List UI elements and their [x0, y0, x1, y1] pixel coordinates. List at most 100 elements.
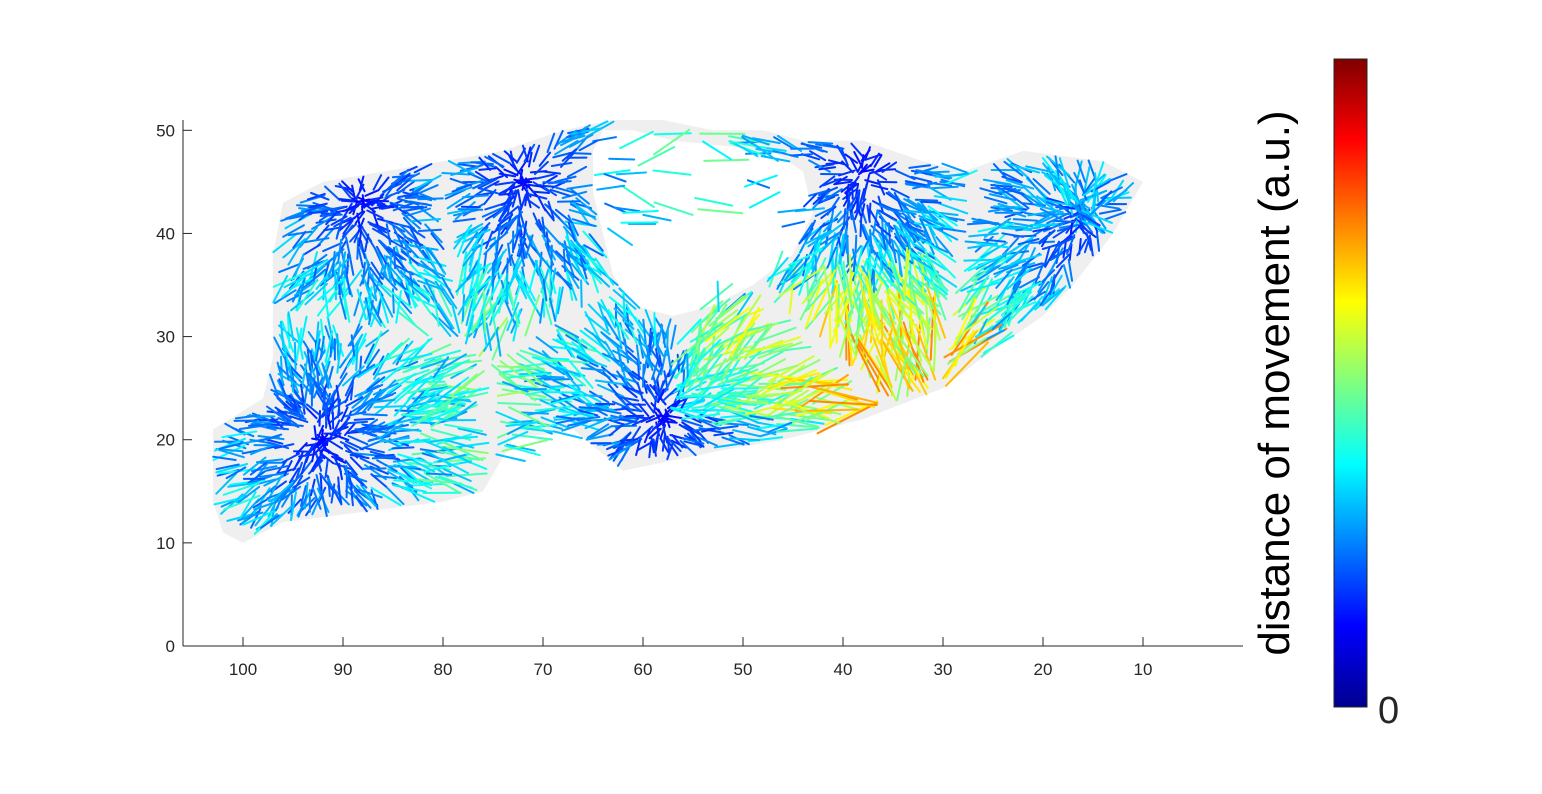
movement-vector: [910, 175, 933, 183]
movement-vector: [1058, 175, 1079, 203]
movement-vector: [409, 373, 444, 388]
movement-vector: [453, 208, 479, 217]
movement-vector: [622, 209, 659, 214]
movement-vector: [682, 388, 710, 413]
movement-vector: [336, 343, 342, 374]
movement-vector: [1055, 242, 1061, 264]
movement-vector: [295, 327, 303, 362]
movement-vector: [919, 217, 931, 241]
movement-vector: [293, 279, 319, 297]
movement-vector: [753, 143, 779, 162]
movement-vector: [467, 172, 489, 183]
movement-vector: [856, 338, 894, 394]
movement-vector: [1095, 230, 1101, 252]
movement-vector: [803, 193, 818, 208]
movement-vector: [539, 298, 545, 324]
movement-vector: [348, 202, 362, 215]
movement-vector: [629, 426, 641, 443]
movement-vector: [927, 205, 958, 227]
movement-vector: [321, 494, 328, 517]
movement-vector: [313, 425, 318, 441]
movement-vector: [371, 273, 378, 302]
movement-vector: [749, 191, 781, 209]
movement-vector: [711, 397, 749, 406]
movement-vector: [773, 273, 803, 304]
movement-vector: [560, 152, 575, 168]
movement-vector: [622, 385, 638, 399]
movement-vector: [846, 237, 850, 264]
movement-vector: [906, 351, 912, 397]
movement-vector: [371, 474, 398, 480]
y-tick-label: 50: [156, 121, 175, 140]
movement-vector: [455, 441, 490, 449]
movement-vector: [559, 367, 581, 391]
movement-vector: [284, 212, 313, 230]
movement-vector: [540, 287, 553, 326]
movement-vector: [853, 151, 862, 165]
movement-vector: [516, 161, 527, 175]
movement-vector: [436, 450, 480, 461]
movement-vector: [341, 180, 354, 193]
movement-vector: [298, 277, 306, 303]
movement-vector: [741, 134, 770, 146]
movement-vector: [508, 286, 520, 328]
movement-vector: [869, 209, 880, 226]
movement-vector: [618, 418, 640, 424]
movement-vector: [1069, 223, 1083, 236]
movement-vector: [657, 380, 665, 400]
movement-vector: [326, 397, 339, 412]
movement-vector: [988, 292, 1022, 312]
movement-vector: [524, 294, 541, 337]
movement-vector: [358, 229, 363, 247]
movement-vector: [598, 303, 609, 332]
movement-vector: [848, 199, 853, 221]
movement-vector: [850, 197, 859, 213]
movement-vector: [932, 226, 959, 241]
movement-vector: [350, 380, 354, 401]
movement-vector: [322, 448, 339, 457]
movement-vector: [875, 223, 892, 237]
movement-vector: [512, 230, 521, 250]
movement-vector: [939, 180, 966, 186]
movement-vector: [501, 439, 549, 452]
movement-vector: [344, 459, 358, 476]
movement-vector: [1082, 165, 1091, 196]
movement-vector: [323, 401, 328, 422]
movement-vector: [842, 208, 847, 230]
movement-vector: [287, 311, 295, 342]
movement-vector: [1076, 159, 1087, 183]
movement-vector: [318, 208, 338, 222]
movement-vector: [494, 166, 508, 179]
movement-vector: [903, 198, 927, 214]
movement-vector: [405, 392, 436, 408]
movement-vector: [1005, 244, 1028, 264]
movement-vector: [933, 195, 968, 202]
movement-vector: [355, 484, 377, 508]
movement-vector: [778, 267, 823, 298]
movement-vector: [859, 187, 866, 206]
movement-vector: [339, 358, 352, 379]
movement-vector: [238, 491, 257, 521]
movement-vector: [852, 261, 872, 298]
movement-vector: [1103, 211, 1127, 221]
movement-vector: [692, 347, 725, 377]
movement-vector: [648, 331, 654, 353]
y-tick-label: 40: [156, 224, 175, 243]
movement-vector: [501, 254, 513, 275]
movement-vector: [340, 224, 354, 242]
movement-vector: [608, 444, 632, 461]
movement-vector: [338, 182, 352, 199]
movement-vector: [704, 388, 735, 407]
movement-vector: [456, 223, 484, 239]
movement-vector: [450, 166, 479, 176]
movement-vector: [636, 441, 653, 452]
movement-vector: [699, 419, 721, 431]
movement-vector: [701, 426, 720, 433]
movement-vector: [745, 399, 799, 416]
movement-vector: [300, 456, 308, 475]
movement-vector: [570, 127, 602, 136]
movement-vector: [720, 413, 756, 419]
movement-vector: [845, 209, 849, 231]
movement-vector: [544, 242, 555, 266]
x-axis-ticks: 100 90 80 70 60 50 40 30 20 10: [229, 637, 1152, 679]
